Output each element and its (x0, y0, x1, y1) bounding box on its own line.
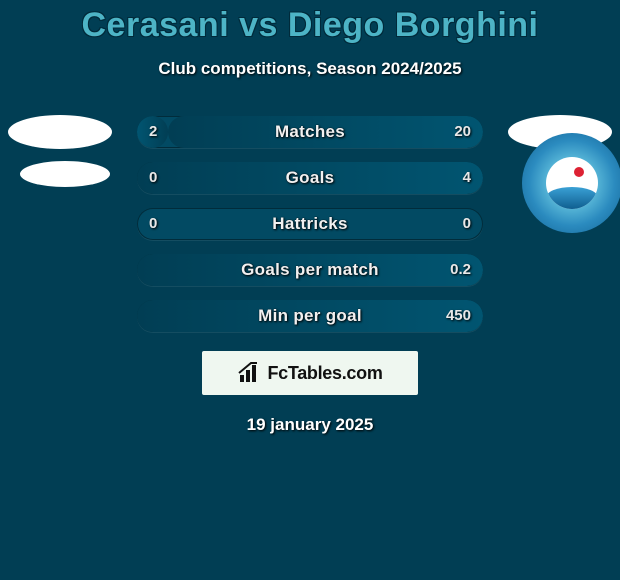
stat-bar: Hattricks0 0 (137, 208, 483, 240)
footer-logo-text: FcTables.com (267, 363, 382, 384)
stat-row: Hattricks0 0 (0, 201, 620, 247)
stat-rows: Matches220Goals04Hattricks00Goals per ma… (0, 109, 620, 339)
comparison-card: Cerasani vs Diego Borghini Club competit… (0, 0, 620, 435)
stat-value-right: 0 (463, 208, 471, 240)
stat-label: Hattricks (137, 208, 483, 240)
stat-value-right: 450 (446, 300, 471, 332)
stat-value-right: 0.2 (450, 254, 471, 286)
subtitle: Club competitions, Season 2024/2025 (0, 59, 620, 79)
stat-bar: Goals per match0.2 (137, 254, 483, 286)
player-left-avatar (8, 115, 112, 149)
date-label: 19 january 2025 (0, 415, 620, 435)
stat-row: Min per goal450 (0, 293, 620, 339)
stat-label: Min per goal (137, 300, 483, 332)
bar-chart-icon (237, 361, 261, 385)
stat-label: Matches (137, 116, 483, 148)
stat-bar: Matches2 20 (137, 116, 483, 148)
stat-row: Matches2 20 (0, 109, 620, 155)
stat-value-left: 0 (149, 208, 157, 240)
stat-bar: Min per goal450 (137, 300, 483, 332)
stat-value-right: 4 (463, 162, 471, 194)
stat-value-left: 0 (149, 162, 157, 194)
stat-bar: Goals0 4 (137, 162, 483, 194)
stat-row: Goals0 4 (0, 155, 620, 201)
footer-logo: FcTables.com (202, 351, 418, 395)
page-title: Cerasani vs Diego Borghini (0, 6, 620, 45)
stat-value-left: 2 (149, 116, 157, 148)
stat-label: Goals (137, 162, 483, 194)
club-left-avatar (20, 161, 110, 187)
stat-row: Goals per match0.2 (0, 247, 620, 293)
stat-label: Goals per match (137, 254, 483, 286)
stat-value-right: 20 (454, 116, 471, 148)
